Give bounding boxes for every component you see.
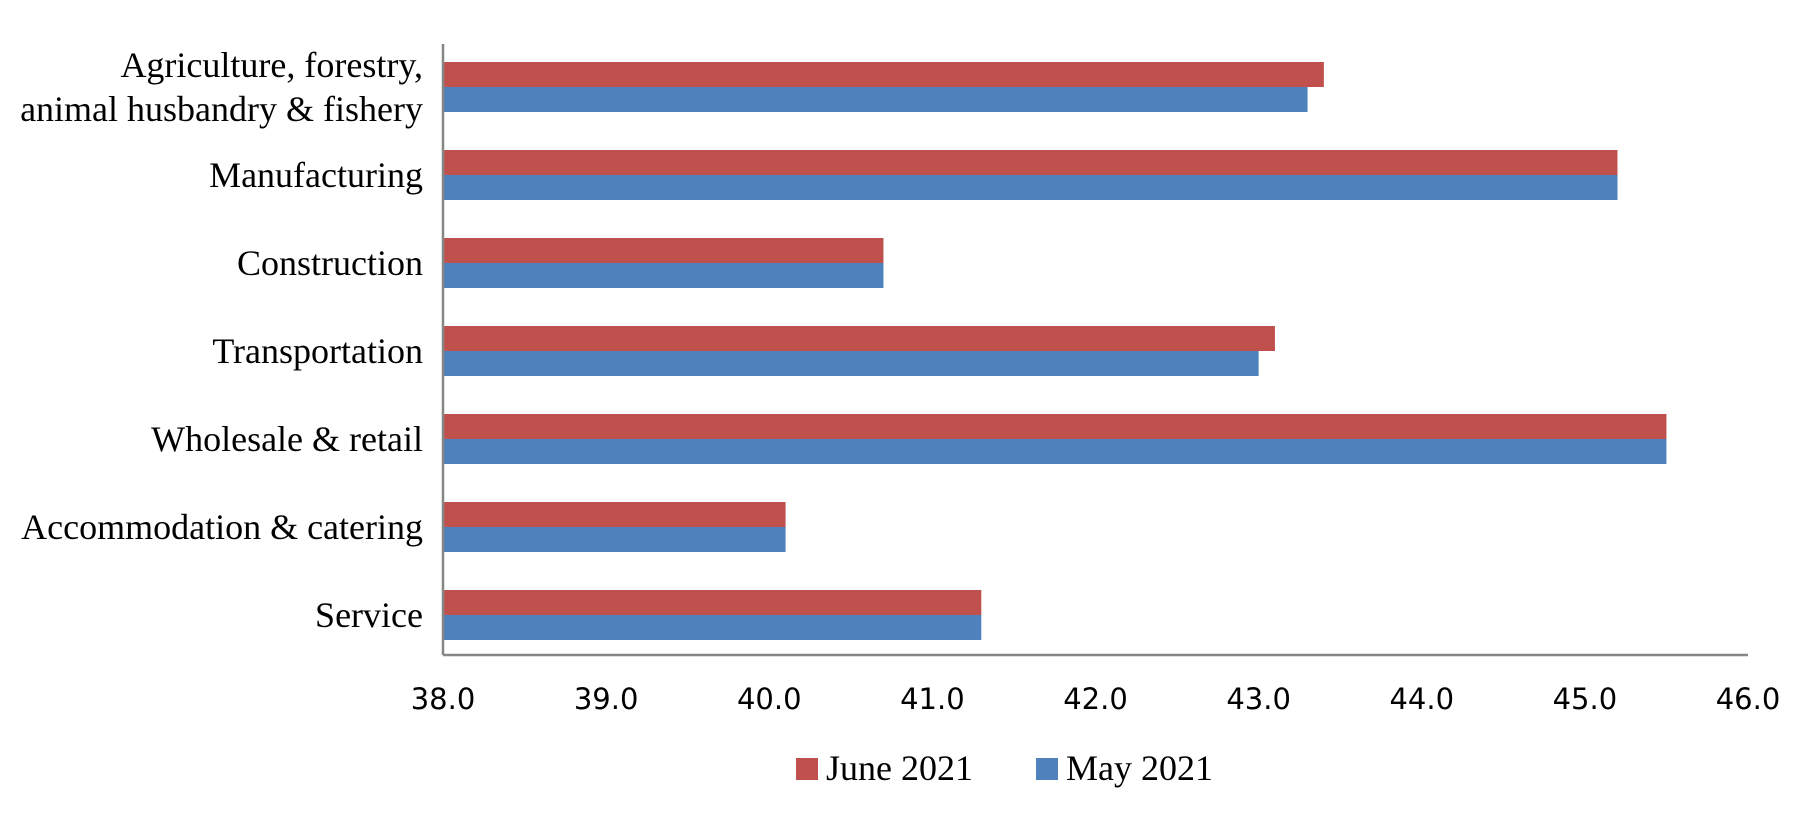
x-tick-label-3: 41.0 [900,682,965,716]
category-label-0-line-0: Agriculture, forestry, [120,45,423,85]
bar-may-2021-6 [443,615,982,640]
bar-may-2021-5 [443,527,786,552]
bar-june-2021-4 [443,414,1667,439]
bar-may-2021-2 [443,263,884,288]
category-label-5: Accommodation & catering [21,507,423,547]
x-tick-label-5: 43.0 [1226,682,1291,716]
bar-may-2021-4 [443,439,1667,464]
x-tick-label-8: 46.0 [1716,682,1781,716]
category-label-4: Wholesale & retail [151,419,423,459]
bar-may-2021-3 [443,351,1259,376]
bar-may-2021-1 [443,175,1618,200]
category-label-1: Manufacturing [209,155,423,195]
axes [441,44,1748,657]
category-label-0-line-1: animal husbandry & fishery [20,89,423,129]
bar-june-2021-3 [443,326,1275,351]
x-tick-label-2: 40.0 [737,682,802,716]
x-tick-label-1: 39.0 [574,682,639,716]
bars-layer [443,62,1667,640]
legend: June 2021 May 2021 [796,748,1213,788]
bar-june-2021-1 [443,150,1618,175]
x-tick-labels: 38.0 39.0 40.0 41.0 42.0 43.0 44.0 45.0 46.0 [411,682,1781,716]
legend-label-june-2021: June 2021 [826,748,973,788]
bar-june-2021-2 [443,238,884,263]
bar-may-2021-0 [443,87,1308,112]
x-tick-label-7: 45.0 [1553,682,1618,716]
x-tick-label-0: 38.0 [411,682,476,716]
bar-june-2021-6 [443,590,982,615]
bar-june-2021-5 [443,502,786,527]
legend-swatch-may-2021 [1036,758,1058,780]
category-label-6: Service [315,595,423,635]
legend-label-may-2021: May 2021 [1066,748,1213,788]
legend-swatch-june-2021 [796,758,818,780]
category-label-2: Construction [237,243,423,283]
bar-june-2021-0 [443,62,1324,87]
x-tick-label-4: 42.0 [1063,682,1128,716]
category-label-3: Transportation [212,331,423,371]
category-labels: Agriculture, forestry,animal husbandry &… [20,45,423,635]
x-tick-label-6: 44.0 [1389,682,1454,716]
